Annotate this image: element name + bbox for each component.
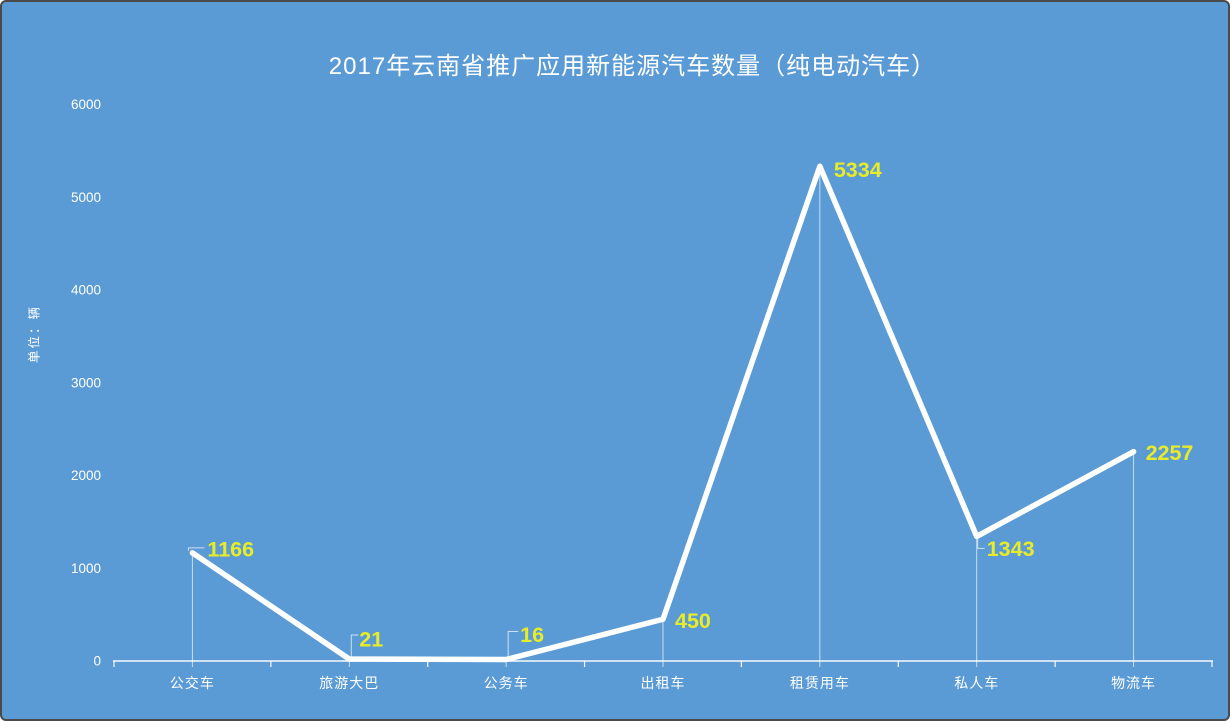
x-category-label: 私人车 (954, 675, 999, 691)
data-label: 450 (675, 609, 711, 633)
x-category-label: 旅游大巴 (319, 675, 379, 691)
y-tick-label: 4000 (71, 283, 101, 298)
x-category-label: 出租车 (641, 675, 686, 691)
x-category-label: 物流车 (1111, 675, 1156, 691)
label-leader-line (507, 631, 519, 658)
x-category-label: 公务车 (484, 675, 529, 691)
chart-title: 2017年云南省推广应用新能源汽车数量（纯电动汽车） (328, 53, 937, 80)
label-leader-line (350, 634, 359, 658)
series-line (189, 163, 1137, 663)
y-tick-label: 5000 (71, 190, 101, 205)
y-tick-label: 1000 (71, 561, 101, 576)
y-tick-label: 2000 (71, 468, 101, 483)
y-tick-label: 3000 (71, 375, 101, 390)
data-label: 16 (520, 623, 544, 647)
y-tick-label: 6000 (71, 97, 101, 112)
data-label: 21 (359, 628, 383, 652)
x-category-label: 租赁用车 (790, 675, 850, 691)
data-label: 5334 (834, 158, 882, 182)
label-leader-line (977, 538, 985, 549)
label-leader-line (187, 547, 205, 551)
y-tick-label: 0 (93, 654, 101, 669)
x-category-label: 公交车 (170, 675, 215, 691)
data-label: 1166 (207, 537, 254, 561)
data-label: 2257 (1146, 441, 1194, 465)
data-label: 1343 (987, 537, 1035, 561)
